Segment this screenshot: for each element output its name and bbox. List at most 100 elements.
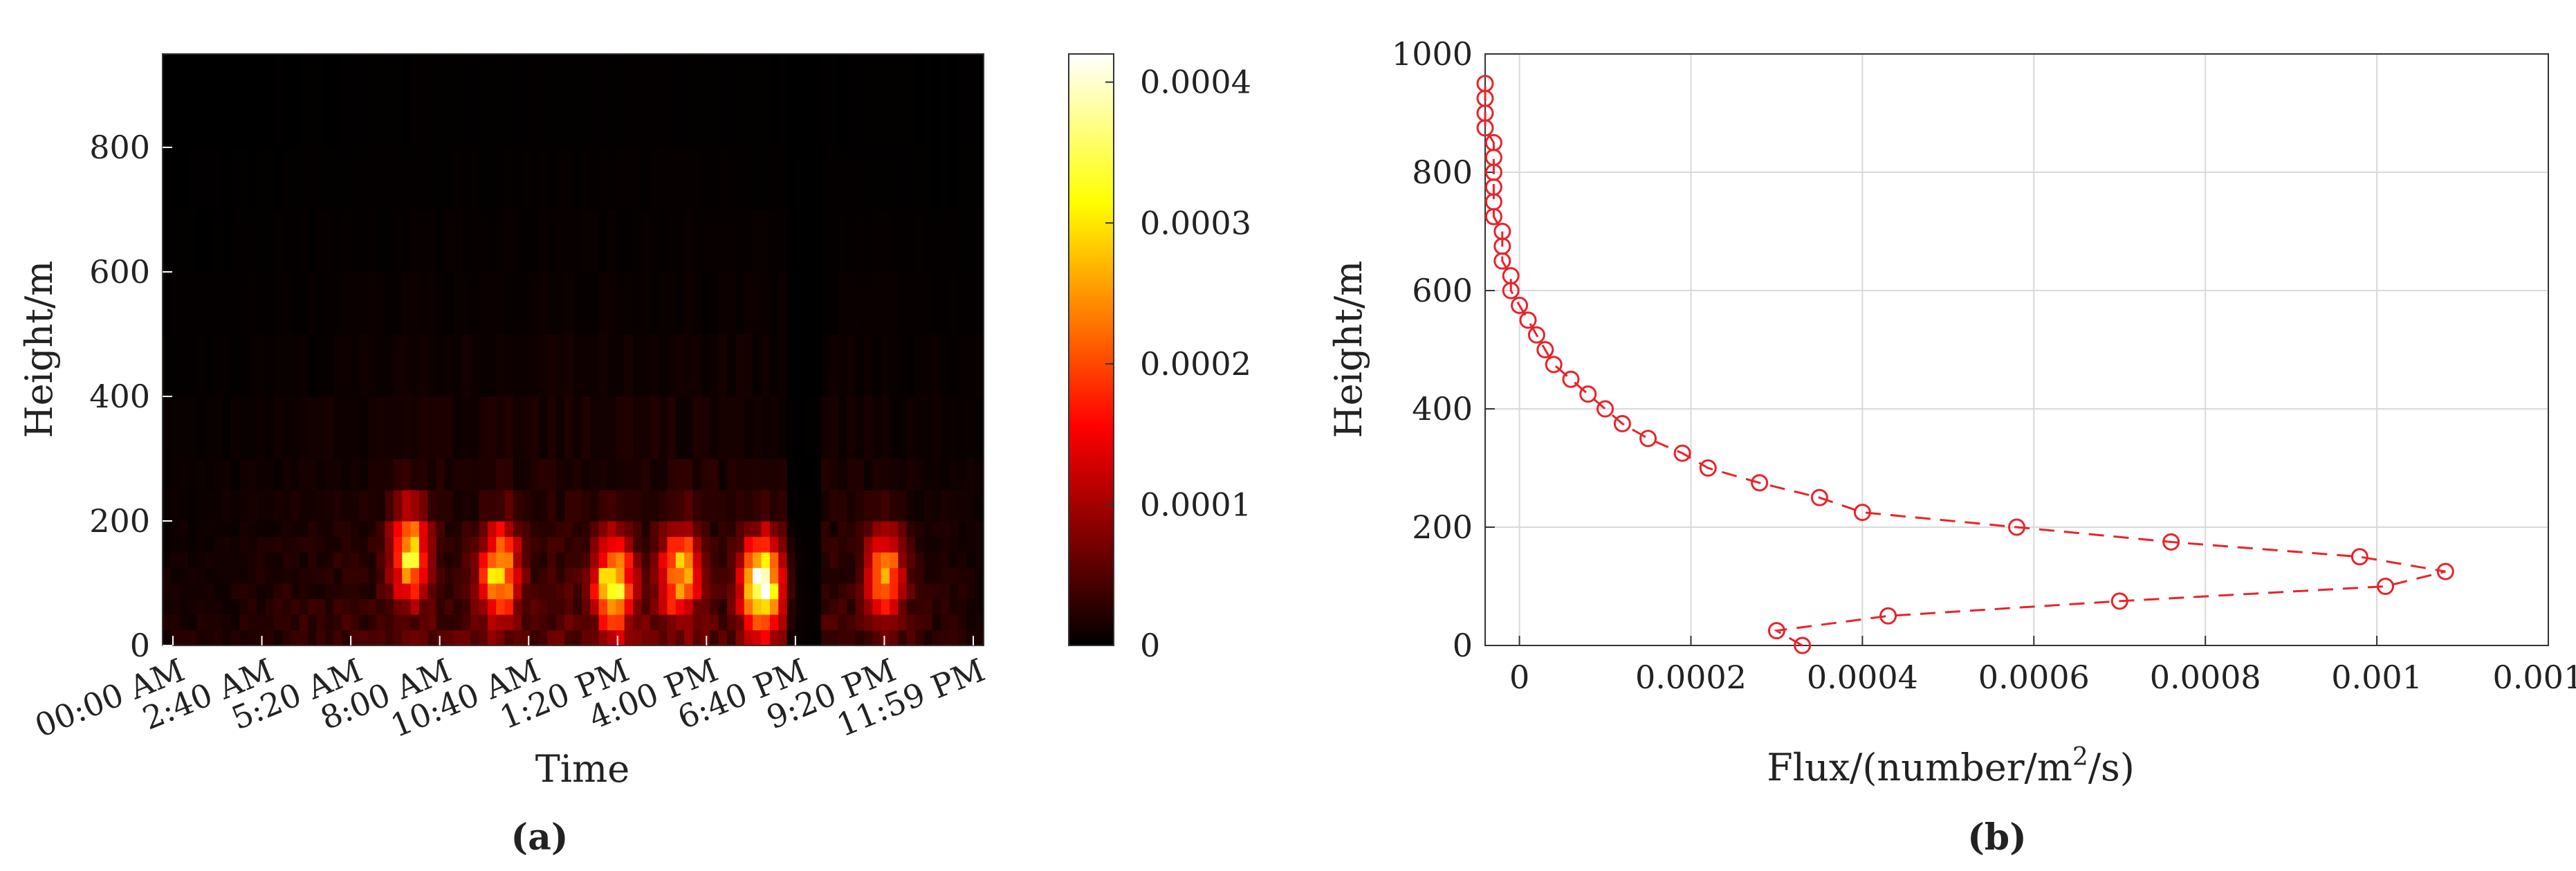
heatmap-cell [402,521,412,538]
heatmap-cell [616,567,625,584]
heatmap-cell [941,210,950,273]
flux-series-line [1484,83,2446,647]
heatmap-cell [881,54,890,148]
heatmap-cell [838,521,847,538]
heatmap-cell [863,54,873,148]
heatmap-cell [163,630,172,646]
heatmap-cell [624,210,634,273]
heatmap-cell [786,614,796,631]
heatmap-cell [427,272,437,335]
heatmap-cell [564,630,574,646]
heatmap-cell [351,552,360,569]
heatmap-cell [616,521,625,538]
heatmap-cell [624,490,634,522]
heatmap-cell [889,396,899,459]
heatmap-cell [675,614,685,631]
heatmap-cell [932,396,941,459]
heatmap-cell [282,459,292,490]
heatmap-cell [573,490,582,522]
heatmap-cell [222,459,232,490]
heatmap-cell [418,536,428,553]
heatmap-cell [522,536,531,553]
heatmap-cell [855,583,865,600]
heatmap-cell [479,459,488,490]
heatmap-cell [171,614,181,631]
heatmap-cell [701,490,710,522]
heatmap-cell [675,630,685,646]
heatmap-cell [393,630,403,646]
heatmap-cell [196,598,206,615]
heatmap-cell [479,490,488,522]
heatmap-cell [257,490,266,522]
heatmap-cell [659,490,668,522]
heatmap-cell [171,459,181,490]
heatmap-cell [598,396,608,459]
heatmap-cell [812,490,822,522]
heatmap-cell [308,536,318,553]
heatmap-cell [445,583,454,600]
heatmap-cell [282,552,292,569]
heatmap-cell [171,396,181,459]
heatmap-cell [214,396,223,459]
heatmap-cell [496,147,506,210]
heatmap-cell [692,490,702,522]
heatmap-cell [359,490,369,522]
flux-data-point [1545,356,1563,374]
heatmap-plot-frame [162,53,984,646]
heatmap-cell [522,334,531,397]
heatmap-cell [479,272,488,335]
heatmap-cell [316,567,326,584]
heatmap-cell [701,54,710,148]
heatmap-cell [564,614,574,631]
heatmap-cell [342,583,351,600]
heatmap-cell [616,614,625,631]
heatmap-cell [675,459,685,490]
heatmap-cell [966,459,976,490]
heatmap-cell [179,567,189,584]
heatmap-cell [564,54,574,148]
heatmap-cell [915,210,925,273]
heatmap-cell [573,630,582,646]
heatmap-cell [906,598,916,615]
heatmap-cell [316,459,326,490]
heatmap-cell [795,54,804,148]
heatmap-cell [975,552,984,569]
heatmap-cell [932,630,941,646]
heatmap-cell [701,598,710,615]
heatmap-cell [496,459,506,490]
heatmap-cell [898,396,908,459]
heatmap-cell [923,54,933,148]
heatmap-cell [573,598,582,615]
heatmap-cell [393,521,403,538]
heatmap-cell [530,459,540,490]
heatmap-cell [675,583,685,600]
heatmap-cell [761,54,771,148]
heatmap-cell [479,54,488,148]
heatmap-cell [692,552,702,569]
heatmap-cell [744,630,753,646]
heatmap-cell [376,459,386,490]
heatmap-cell [761,396,771,459]
heatmap-cell [496,583,506,600]
heatmap-cell [316,614,326,631]
heatmap-cell [607,210,616,273]
heatmap-cell [564,396,574,459]
heatmap-cell [616,583,625,600]
heatmap-cell [564,521,574,538]
heatmap-cell [333,598,343,615]
heatmap-cell [769,630,779,646]
heatmap-cell [342,147,351,210]
heatmap-cell [624,396,634,459]
heatmap-cell [923,396,933,459]
heatmap-cell [710,147,719,210]
heatmap-cell [196,334,206,397]
heatmap-cell [461,567,471,584]
heatmap-cell [786,598,796,615]
heatmap-cell [923,147,933,210]
heatmap-cell [581,630,591,646]
heatmap-cell [616,396,625,459]
heatmap-cell [906,583,916,600]
heatmap-cell [163,521,172,538]
heatmap-cell [265,334,275,397]
heatmap-cell [573,334,582,397]
